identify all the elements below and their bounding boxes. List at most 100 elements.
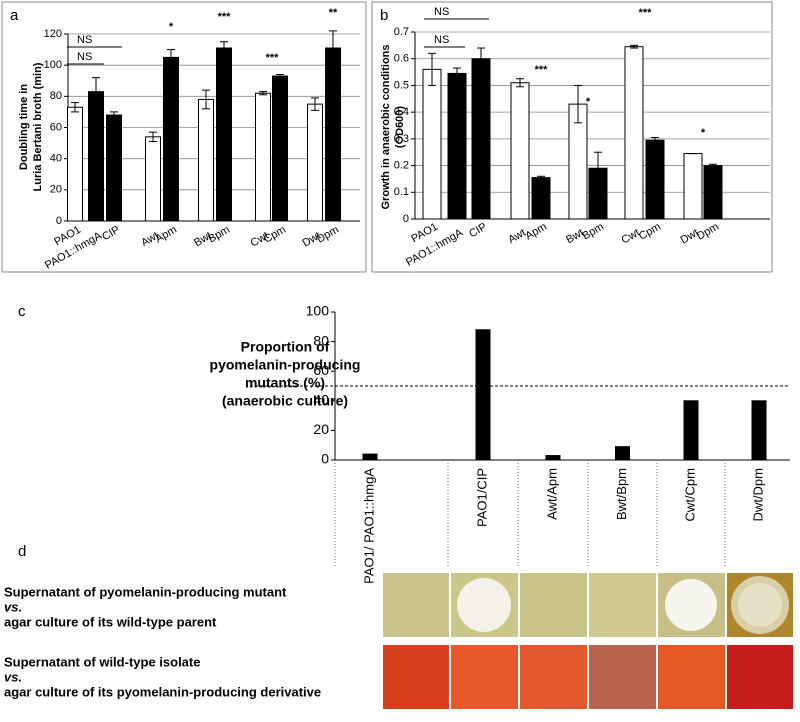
- bar: [422, 68, 442, 220]
- panel-label: a: [10, 7, 19, 24]
- photo: [658, 645, 725, 709]
- photo: [383, 645, 449, 709]
- y-tick-label: 100: [306, 303, 330, 319]
- bar: [645, 139, 665, 220]
- y-tick-label: 120: [44, 28, 62, 40]
- y-axis-label: pyomelanin-producing: [210, 357, 361, 373]
- error-bar: [428, 52, 436, 86]
- panel-label: b: [380, 7, 388, 24]
- error-bar: [311, 97, 319, 111]
- error-bar: [259, 91, 267, 96]
- bar: [683, 400, 699, 461]
- panel-label: c: [18, 303, 26, 320]
- error-bar: [594, 151, 602, 185]
- error-bar: [630, 44, 638, 49]
- x-tick-label: Awt/Apm: [544, 468, 559, 520]
- error-bar: [516, 78, 524, 88]
- error-bar: [537, 175, 545, 180]
- error-bar: [167, 49, 175, 66]
- bar: [67, 106, 83, 222]
- bar: [751, 400, 767, 461]
- panel-a-frame: [1, 1, 367, 273]
- x-tick-label: Dwt/Dpm: [750, 468, 765, 521]
- row-label: Supernatant of pyomelanin-producing muta…: [4, 584, 287, 599]
- significance-label: ***: [266, 52, 280, 64]
- row-label: vs.: [4, 599, 22, 614]
- y-tick-label: 80: [313, 332, 329, 348]
- bar: [510, 82, 530, 220]
- photo: [727, 645, 793, 709]
- y-tick-label: 0: [321, 451, 329, 467]
- photo-spot: [457, 578, 511, 632]
- panel-label: d: [18, 543, 26, 560]
- bar: [531, 177, 551, 220]
- y-tick-label: 0.5: [394, 79, 409, 91]
- y-tick-label: 40: [50, 153, 62, 165]
- x-tick-label: Cpm: [637, 221, 663, 243]
- y-axis-label: Growth in anaerobic conditions: [380, 44, 392, 209]
- error-bar: [574, 84, 582, 124]
- error-bar: [329, 30, 337, 66]
- row-label: Supernatant of wild-type isolate: [4, 654, 200, 669]
- bar: [545, 455, 561, 461]
- y-tick-label: 0.4: [394, 106, 409, 118]
- x-tick-label: PAO1/CIP: [474, 468, 489, 527]
- ns-label: NS: [434, 34, 449, 46]
- y-axis-label: (anaerobic culture): [222, 393, 348, 409]
- y-tick-label: 100: [44, 59, 62, 71]
- significance-label: ***: [535, 64, 549, 76]
- bar: [471, 58, 491, 220]
- x-tick-label: Bpm: [580, 221, 606, 243]
- y-tick-label: 60: [50, 121, 62, 133]
- significance-label: *: [701, 127, 706, 139]
- bar: [447, 72, 467, 220]
- y-tick-label: 20: [313, 421, 329, 437]
- bar: [624, 46, 644, 220]
- photo-spot: [738, 583, 782, 627]
- error-bar: [276, 74, 284, 79]
- x-tick-label: Cwt/Cpm: [682, 468, 697, 521]
- error-bar: [202, 89, 210, 110]
- ns-label: NS: [77, 34, 92, 46]
- significance-label: ***: [218, 11, 232, 23]
- bar: [475, 329, 491, 461]
- y-tick-label: 40: [313, 392, 329, 408]
- x-tick-label: Cpm: [262, 224, 288, 246]
- y-tick-label: 0: [56, 215, 62, 227]
- bar: [106, 114, 122, 222]
- x-tick-label: CIP: [467, 221, 489, 241]
- y-tick-label: 0.1: [394, 186, 409, 198]
- y-tick-label: 60: [313, 362, 329, 378]
- photos: [383, 573, 793, 709]
- x-tick-label: CIP: [100, 224, 122, 244]
- significance-label: *: [586, 96, 591, 108]
- error-bar: [149, 131, 157, 143]
- photo-spot: [665, 579, 717, 631]
- y-tick-label: 20: [50, 184, 62, 196]
- x-tick-label: Apm: [523, 221, 549, 243]
- row-label: vs.: [4, 669, 22, 684]
- bar: [703, 165, 723, 220]
- photo: [520, 645, 587, 709]
- bar: [325, 47, 341, 222]
- bar: [307, 103, 323, 222]
- x-tick-label: PAO1/ PAO1::hmgA: [361, 468, 376, 584]
- photo: [383, 573, 449, 637]
- bar: [615, 446, 630, 461]
- y-axis-label: mutants (%): [245, 375, 325, 391]
- error-bar: [651, 137, 659, 144]
- significance-label: *: [169, 21, 174, 33]
- bar: [198, 98, 214, 222]
- significance-label: ***: [639, 7, 653, 19]
- y-axis-label: Luria Bertani broth (min): [32, 62, 44, 191]
- row-label: agar culture of its wild-type parent: [4, 614, 217, 629]
- bar: [272, 75, 288, 222]
- x-tick-label: Bpm: [206, 224, 232, 246]
- ns-label: NS: [77, 51, 92, 63]
- panel-b-frame: [371, 1, 773, 273]
- bar: [163, 56, 179, 222]
- photo: [451, 645, 518, 709]
- error-bar: [220, 41, 228, 55]
- y-axis-label: Proportion of: [241, 339, 330, 355]
